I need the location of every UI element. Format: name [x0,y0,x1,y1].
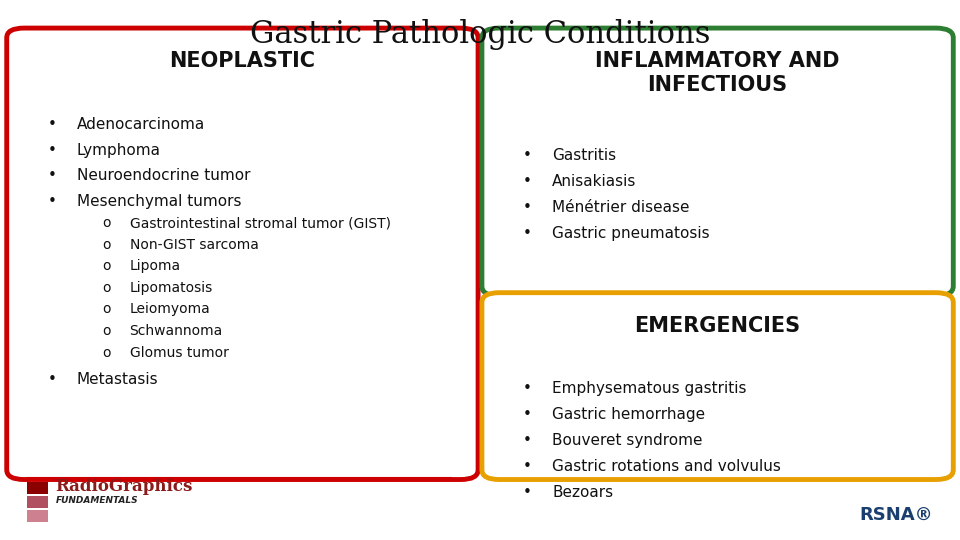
Text: •: • [48,194,57,210]
Text: Gastric hemorrhage: Gastric hemorrhage [552,407,706,422]
Text: Adenocarcinoma: Adenocarcinoma [77,117,205,132]
Text: •: • [48,143,57,158]
Text: Schwannoma: Schwannoma [130,324,223,338]
Text: Gastritis: Gastritis [552,148,616,163]
Bar [27,482,48,494]
Text: Non-GIST sarcoma: Non-GIST sarcoma [130,238,258,252]
Text: Bezoars: Bezoars [552,485,613,500]
Text: •: • [48,117,57,132]
Text: Gastrointestinal stromal tumor (GIST): Gastrointestinal stromal tumor (GIST) [130,216,391,230]
Text: •: • [523,226,532,241]
Text: •: • [523,200,532,215]
Text: Lipoma: Lipoma [130,259,180,273]
Text: •: • [523,148,532,163]
Text: Emphysematous gastritis: Emphysematous gastritis [552,381,747,396]
Text: o: o [103,259,111,273]
Text: Gastric rotations and volvulus: Gastric rotations and volvulus [552,459,780,474]
Text: RadioGraphics: RadioGraphics [56,478,193,496]
Text: NEOPLASTIC: NEOPLASTIC [169,51,316,71]
Text: Glomus tumor: Glomus tumor [130,346,228,360]
Text: •: • [523,433,532,448]
Text: Neuroendocrine tumor: Neuroendocrine tumor [77,168,251,184]
Text: Metastasis: Metastasis [77,372,158,387]
Text: •: • [523,407,532,422]
Text: o: o [103,216,111,230]
Text: Lymphoma: Lymphoma [77,143,161,158]
FancyBboxPatch shape [482,28,953,296]
Text: Bouveret syndrome: Bouveret syndrome [552,433,703,448]
Text: Lipomatosis: Lipomatosis [130,281,213,295]
Text: •: • [523,174,532,189]
Text: •: • [523,459,532,474]
Text: o: o [103,281,111,295]
Text: o: o [103,346,111,360]
Text: o: o [103,302,111,316]
Text: •: • [48,168,57,184]
Text: Mesenchymal tumors: Mesenchymal tumors [77,194,241,210]
FancyBboxPatch shape [482,293,953,480]
Text: RSNA®: RSNA® [859,506,933,524]
Bar [27,510,48,522]
Text: FUNDAMENTALS: FUNDAMENTALS [56,496,138,504]
Text: Leiomyoma: Leiomyoma [130,302,210,316]
FancyBboxPatch shape [7,28,478,480]
Bar [27,496,48,508]
Text: o: o [103,324,111,338]
Text: Gastric Pathologic Conditions: Gastric Pathologic Conditions [250,19,710,50]
Text: EMERGENCIES: EMERGENCIES [635,316,801,336]
Text: •: • [523,485,532,500]
Text: •: • [523,381,532,396]
Text: o: o [103,238,111,252]
Text: •: • [48,372,57,387]
Text: INFLAMMATORY AND
INFECTIOUS: INFLAMMATORY AND INFECTIOUS [595,51,840,94]
Text: Gastric pneumatosis: Gastric pneumatosis [552,226,709,241]
Text: Anisakiasis: Anisakiasis [552,174,636,189]
Text: Ménétrier disease: Ménétrier disease [552,200,689,215]
